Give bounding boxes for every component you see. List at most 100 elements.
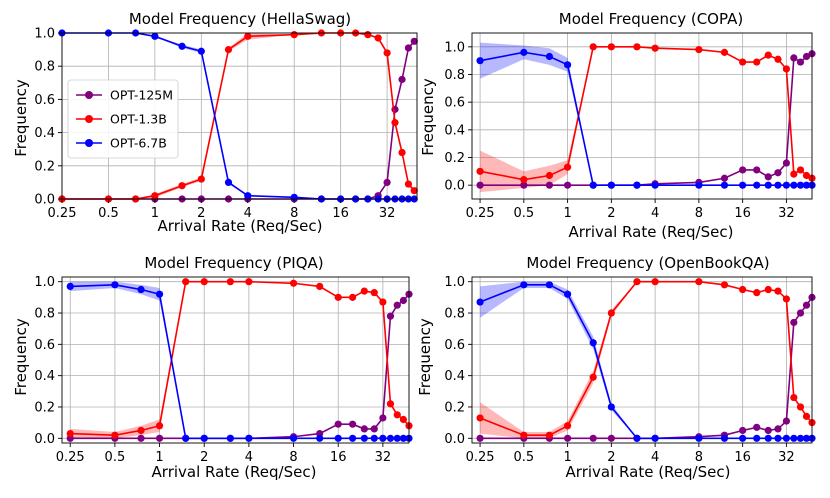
point-opt-1-3b bbox=[695, 278, 703, 286]
point-opt-1-3b bbox=[289, 279, 298, 287]
band-opt-6-7b bbox=[480, 42, 812, 186]
point-opt-1-3b bbox=[348, 293, 357, 301]
point-opt-6-7b bbox=[753, 434, 761, 442]
plot-area: 0.25 0.5 1 2 4 8 16 32 0.0 0.2 0.4 0.6 0.8 1.0 bbox=[34, 27, 418, 221]
axes-frame bbox=[471, 276, 813, 444]
series-line-opt-6-7b bbox=[479, 284, 812, 440]
y-axis-label: Frequency bbox=[12, 318, 30, 396]
point-opt-6-7b bbox=[695, 434, 703, 442]
point-opt-6-7b bbox=[651, 181, 659, 189]
x-tick-label: 32 bbox=[375, 450, 392, 465]
point-opt-6-7b bbox=[197, 47, 205, 55]
y-axis-label: Frequency bbox=[12, 79, 30, 157]
point-opt-6-7b bbox=[589, 181, 597, 189]
point-opt-125m bbox=[753, 166, 761, 174]
point-opt-1-3b bbox=[739, 285, 747, 294]
y-tick-label: 1.0 bbox=[444, 275, 465, 290]
x-tick-label: 8 bbox=[290, 206, 298, 221]
x-tick-label: 4 bbox=[651, 450, 659, 465]
point-opt-125m bbox=[782, 159, 791, 167]
x-tick-label: 0.5 bbox=[513, 450, 534, 465]
point-opt-1-3b bbox=[774, 55, 782, 63]
point-opt-1-3b bbox=[545, 171, 554, 180]
point-opt-6-7b bbox=[802, 434, 811, 442]
point-opt-1-3b bbox=[386, 400, 395, 408]
point-opt-6-7b bbox=[476, 298, 484, 306]
point-opt-125m bbox=[393, 301, 401, 309]
point-opt-1-3b bbox=[393, 411, 401, 419]
point-opt-1-3b bbox=[290, 31, 298, 39]
point-opt-125m bbox=[348, 420, 357, 428]
y-tick-label: 0.4 bbox=[444, 123, 465, 138]
point-opt-1-3b bbox=[137, 426, 145, 435]
point-opt-1-3b bbox=[633, 278, 641, 286]
y-tick-label: 0.6 bbox=[34, 338, 55, 353]
plot-area: 0.25 0.5 1 2 4 8 16 32 0.0 0.2 0.4 0.6 0.8 1.0 bbox=[444, 32, 816, 221]
x-tick-label: 16 bbox=[330, 450, 347, 465]
point-opt-1-3b bbox=[391, 119, 399, 127]
point-opt-1-3b bbox=[802, 412, 811, 420]
point-opt-6-7b bbox=[178, 42, 186, 50]
point-opt-1-3b bbox=[802, 171, 811, 180]
y-axis-label: Frequency bbox=[419, 78, 437, 156]
plot-area: 0.25 0.5 1 2 4 8 16 32 0.0 0.2 0.4 0.6 0.8 1.0 bbox=[444, 275, 816, 465]
y-tick-label: 0.8 bbox=[444, 307, 465, 322]
point-opt-125m bbox=[589, 434, 597, 442]
y-tick-label: 0.2 bbox=[444, 400, 465, 415]
x-tick-label: 8 bbox=[695, 450, 703, 465]
x-tick-label: 1 bbox=[563, 450, 571, 465]
point-opt-125m bbox=[370, 425, 378, 433]
point-opt-1-3b bbox=[563, 422, 572, 430]
point-opt-6-7b bbox=[651, 434, 659, 442]
axes-frame bbox=[61, 276, 410, 444]
point-opt-125m bbox=[739, 166, 747, 174]
chart-copa: Model Frequency (COPA) Arrival Rate (Req… bbox=[419, 10, 816, 241]
point-opt-6-7b bbox=[633, 181, 641, 189]
series-line-opt-6-7b bbox=[70, 284, 409, 440]
point-opt-6-7b bbox=[244, 192, 252, 200]
point-opt-125m bbox=[155, 434, 164, 442]
point-opt-1-3b bbox=[695, 46, 703, 54]
x-tick-label: 2 bbox=[197, 206, 205, 221]
point-opt-125m bbox=[764, 173, 772, 181]
chart-title: Model Frequency (COPA) bbox=[559, 10, 743, 28]
y-tick-label: 0.4 bbox=[34, 369, 55, 384]
point-opt-6-7b bbox=[393, 434, 401, 442]
point-opt-6-7b bbox=[245, 434, 253, 442]
y-tick-label: 0.4 bbox=[444, 369, 465, 384]
point-opt-1-3b bbox=[410, 187, 418, 195]
y-tick-label: 0.2 bbox=[34, 159, 55, 174]
band-opt-1-3b bbox=[480, 46, 812, 193]
y-tick-label: 0.6 bbox=[444, 338, 465, 353]
point-opt-6-7b bbox=[753, 181, 761, 189]
x-tick-label: 4 bbox=[651, 206, 659, 221]
point-opt-6-7b bbox=[476, 57, 484, 65]
point-opt-6-7b bbox=[545, 281, 554, 289]
series-line-opt-1-3b bbox=[479, 46, 813, 181]
point-opt-6-7b bbox=[720, 181, 729, 189]
point-opt-1-3b bbox=[633, 43, 641, 51]
point-opt-1-3b bbox=[197, 175, 205, 183]
series-line-opt-125m bbox=[480, 296, 813, 440]
y-tick-label: 0.6 bbox=[444, 96, 465, 111]
x-tick-label: 8 bbox=[695, 206, 703, 221]
series-line-opt-125m bbox=[480, 53, 813, 186]
point-opt-6-7b bbox=[334, 434, 342, 442]
point-opt-1-3b bbox=[589, 43, 597, 51]
chart-openbookqa: Model Frequency (OpenBookQA) Arrival Rat… bbox=[416, 254, 816, 481]
point-opt-125m bbox=[753, 423, 761, 431]
point-opt-1-3b bbox=[244, 32, 252, 40]
x-tick-label: 1 bbox=[155, 450, 163, 465]
point-opt-6-7b bbox=[289, 434, 298, 442]
point-opt-1-3b bbox=[111, 431, 119, 439]
point-opt-1-3b bbox=[155, 422, 164, 430]
point-opt-6-7b bbox=[796, 181, 805, 189]
point-opt-125m bbox=[796, 309, 805, 317]
point-opt-6-7b bbox=[520, 48, 528, 56]
point-opt-1-3b bbox=[790, 393, 798, 402]
point-opt-6-7b bbox=[348, 434, 357, 442]
point-opt-6-7b bbox=[399, 434, 407, 442]
x-axis-label: Arrival Rate (Req/Sec) bbox=[569, 223, 734, 241]
point-opt-1-3b bbox=[404, 180, 413, 188]
